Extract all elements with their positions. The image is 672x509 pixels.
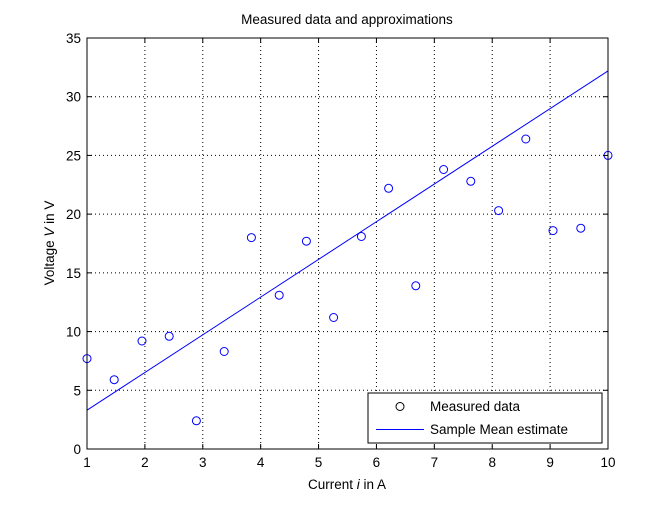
legend-label-sample-mean: Sample Mean estimate [430, 422, 568, 437]
legend-label-measured-data: Measured data [430, 399, 521, 414]
data-point [219, 347, 229, 356]
legend-box [367, 392, 603, 444]
data-point [246, 233, 256, 243]
data-point [164, 331, 174, 341]
plot-frame [86, 37, 609, 450]
marker-layer [82, 134, 613, 426]
data-point [191, 416, 201, 426]
x-tick-label: 10 [600, 455, 615, 470]
data-point [384, 183, 394, 193]
legend: Measured data Sample Mean estimate [367, 392, 603, 444]
x-tick-label: 3 [199, 455, 207, 470]
line-layer [86, 70, 609, 411]
data-point [576, 223, 586, 233]
data-point [137, 336, 147, 346]
data-point [109, 375, 119, 385]
data-point [466, 176, 476, 186]
y-axis-label: Voltage V in V [42, 201, 57, 286]
data-point [301, 236, 311, 246]
data-point [548, 226, 558, 236]
plot-area [87, 38, 608, 449]
y-tick-label: 30 [66, 90, 81, 105]
x-axis-label-variable: i [357, 477, 361, 492]
y-tick-label: 35 [66, 31, 81, 46]
x-tick-label: 4 [257, 455, 265, 470]
x-tick-labels: 1 2 3 4 5 6 7 8 9 10 [83, 455, 615, 470]
x-axis-label: Current i in A [308, 477, 386, 492]
x-tick-label: 6 [373, 455, 381, 470]
legend-marker-measured-data [395, 402, 405, 411]
x-tick-label: 1 [83, 455, 91, 470]
y-tick-labels: 0 5 10 15 20 25 30 35 [66, 31, 81, 457]
y-tick-label: 0 [73, 442, 81, 457]
y-tick-label: 15 [66, 266, 81, 281]
y-tick-label: 20 [66, 207, 81, 222]
x-tick-label: 7 [431, 455, 439, 470]
grid [87, 38, 608, 449]
y-axis-label-suffix: in V [42, 201, 57, 228]
y-tick-label: 5 [73, 383, 81, 398]
data-point [439, 165, 449, 174]
data-point [494, 206, 504, 216]
x-tick-label: 2 [141, 455, 149, 470]
x-axis-label-suffix: in A [360, 477, 386, 492]
data-point [411, 281, 421, 291]
data-point [329, 313, 339, 322]
x-tick-label: 5 [315, 455, 323, 470]
chart-title: Measured data and approximations [241, 12, 453, 27]
y-axis-label-prefix: Voltage [42, 237, 57, 286]
y-axis-label-variable: V [42, 226, 57, 237]
x-axis-label-prefix: Current [308, 477, 357, 492]
data-point [521, 134, 531, 144]
data-point [274, 290, 284, 300]
x-tick-label: 9 [546, 455, 554, 470]
y-tick-label: 25 [66, 148, 81, 163]
y-tick-label: 10 [66, 325, 81, 340]
ticks [86, 37, 609, 450]
series-line-sample-mean-estimate [86, 70, 609, 411]
x-tick-label: 8 [488, 455, 496, 470]
data-point [356, 232, 366, 241]
